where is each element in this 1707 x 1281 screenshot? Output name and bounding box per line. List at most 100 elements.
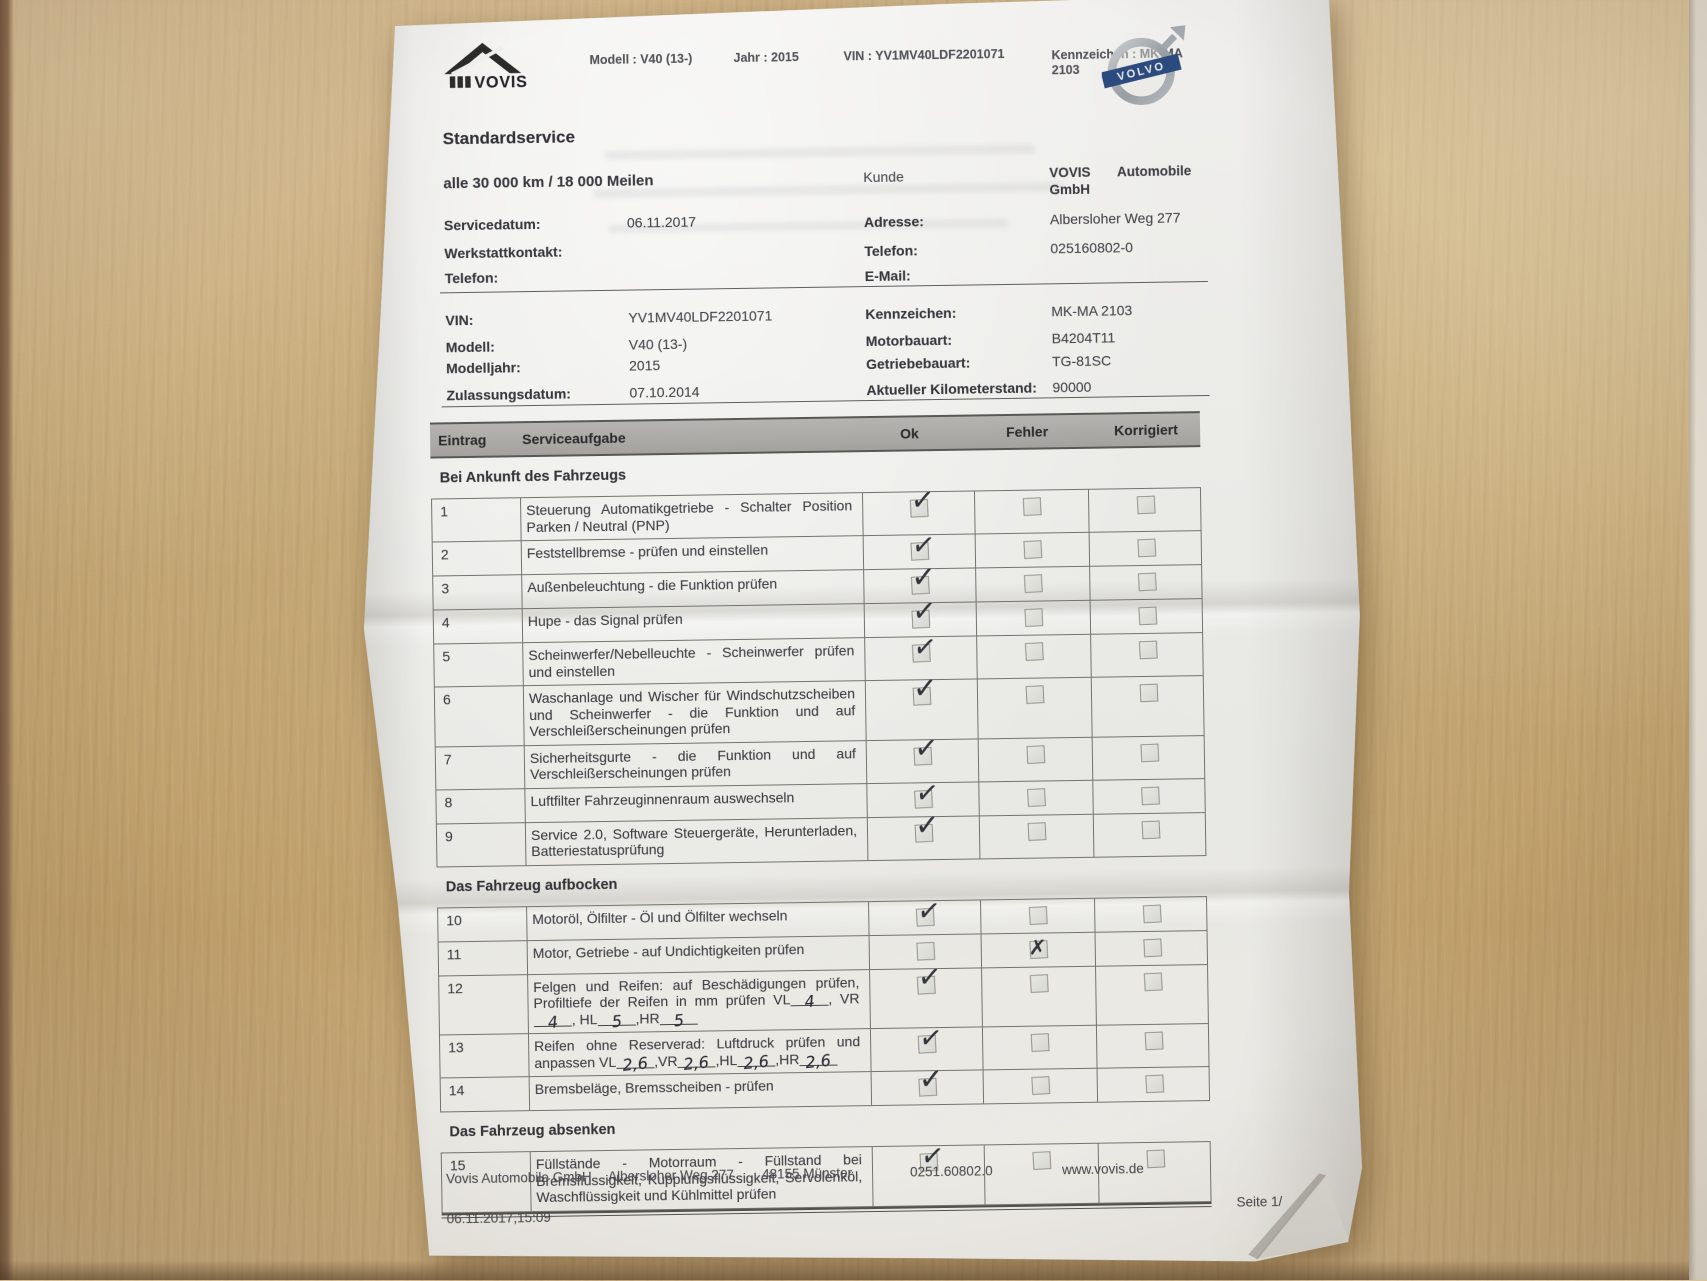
- korrigiert-checkbox: [1138, 640, 1157, 659]
- vovis-logo: VOVIS: [439, 34, 540, 99]
- fehler-cell: [977, 678, 1092, 738]
- customer-name: VOVIS Automobile GmbH: [1049, 162, 1191, 198]
- task-text: Felgen und Reifen: auf Beschädigungen pr…: [527, 970, 870, 1034]
- check-mark: ✓: [909, 485, 935, 517]
- vovis-bar-icon: [465, 76, 471, 88]
- modell-row: Modell:V40 (13-): [446, 336, 688, 356]
- footer-item: www.vovis.de: [1062, 1161, 1144, 1177]
- fehler-checkbox: [1025, 685, 1044, 704]
- korrigiert-checkbox: [1143, 938, 1162, 957]
- field-label: Telefon:: [445, 268, 628, 287]
- check-mark: ✓: [911, 631, 938, 665]
- fehler-cell: [981, 966, 1096, 1026]
- getriebebauart-row: Getriebebauart:TG-81SC: [866, 352, 1111, 372]
- task-text: Reifen ohne Reserverad: Luftdruck prüfen…: [528, 1029, 871, 1076]
- fehler-cell: [976, 601, 1090, 636]
- korrigiert-cell: [1094, 897, 1208, 932]
- meta-value: V40 (13-): [640, 52, 692, 67]
- fehler-checkbox: [1027, 822, 1046, 841]
- background-wall-strip: [1689, 0, 1707, 1280]
- col-header-fehler: Fehler: [972, 423, 1086, 441]
- handwritten-blank: 2,6: [616, 1055, 654, 1069]
- row-number: 6: [435, 686, 524, 746]
- korrigiert-cell: [1093, 813, 1208, 857]
- ok-checkbox: ✓: [912, 687, 931, 706]
- row-number: 13: [440, 1034, 529, 1077]
- footer-item: 0251.60802.0: [910, 1162, 1062, 1179]
- meta-value: 2015: [771, 50, 799, 64]
- motorbauart-row: Motorbauart:B4204T11: [866, 329, 1116, 349]
- fehler-checkbox: [1023, 574, 1042, 593]
- handwritten-blank: 5: [597, 1012, 635, 1026]
- check-mark: ✓: [914, 810, 939, 841]
- handwritten-value: 2,6: [683, 1056, 709, 1070]
- korrigiert-checkbox: [1143, 972, 1162, 991]
- korrigiert-cell: [1096, 1024, 1211, 1068]
- task-text: Motor, Getriebe - auf Undichtigkeiten pr…: [527, 936, 869, 974]
- fehler-cell: [978, 737, 1093, 781]
- meta-vin: VIN : YV1MV40LDF2201071: [843, 46, 1058, 64]
- ok-checkbox: ✓: [913, 746, 932, 765]
- footer-item: Albersloher Weg 277: [608, 1167, 762, 1184]
- row-number: 8: [436, 789, 524, 823]
- kunde-telefon-row: Telefon:025160802-0: [864, 239, 1133, 259]
- field-value: 06.11.2017: [627, 214, 696, 231]
- handwritten-value: 2,6: [743, 1055, 769, 1069]
- col-header-serviceaufgabe: Serviceaufgabe: [518, 426, 860, 447]
- task-text: Waschanlage und Wischer für Windschutzsc…: [523, 681, 866, 745]
- korrigiert-cell: [1090, 633, 1205, 677]
- korrigiert-cell: [1097, 1067, 1211, 1102]
- task-text: Außenbeleuchtung - die Funktion prüfen: [521, 570, 863, 608]
- korrigiert-checkbox: [1140, 743, 1159, 762]
- vovis-bar-icon: [457, 76, 463, 88]
- task-text: Motoröl, Ölfilter - Öl und Ölfilter wech…: [526, 902, 868, 940]
- ok-checkbox: ✓: [914, 789, 933, 808]
- korrigiert-cell: [1088, 488, 1203, 532]
- meta-label: Modell :: [589, 52, 636, 67]
- task-text: Bremsbeläge, Bremsscheiben - prüfen: [529, 1072, 871, 1110]
- section-label: Das Fahrzeug absenken: [449, 1122, 615, 1140]
- field-label: Getriebebauart:: [866, 353, 1052, 372]
- handwritten-value: 5: [611, 1015, 622, 1027]
- meta-modell: Modell : V40 (13-): [589, 51, 739, 68]
- paper-sheet: VOVIS Modell : V40 (13-) Jahr : 2015 VIN…: [351, 0, 1375, 1281]
- check-mark: ✓: [913, 777, 940, 811]
- ok-checkbox: ✓: [915, 907, 934, 926]
- ok-checkbox: ✓: [916, 975, 935, 994]
- task-text: Feststellbremse - prüfen und einstellen: [521, 536, 863, 574]
- field-value: 025160802-0: [1050, 239, 1133, 256]
- handwritten-value: 4: [804, 995, 815, 1007]
- field-value: MK-MA 2103: [1051, 302, 1132, 319]
- row-number: 9: [437, 823, 526, 866]
- check-mark: ✓: [918, 1065, 943, 1096]
- field-label: Modell:: [446, 337, 629, 356]
- korrigiert-checkbox: [1137, 572, 1156, 591]
- field-label: Motorbauart:: [866, 330, 1052, 349]
- task-text: Hupe - das Signal prüfen: [522, 604, 864, 642]
- col-header-ok: Ok: [860, 425, 972, 443]
- korrigiert-checkbox: [1142, 904, 1161, 923]
- korrigiert-checkbox: [1145, 1074, 1164, 1093]
- field-value: 2015: [629, 357, 660, 373]
- korrigiert-checkbox: [1136, 496, 1155, 515]
- tyre-field-label: HL: [579, 1011, 597, 1027]
- vin-row: VIN:YV1MV40LDF2201071: [445, 307, 772, 328]
- kennzeichen-row: Kennzeichen:MK-MA 2103: [865, 302, 1132, 322]
- korrigiert-cell: [1092, 779, 1206, 814]
- table-edge-left: [0, 0, 14, 1280]
- field-value: V40 (13-): [629, 336, 688, 353]
- footer-item: Vovis Automobile GmbH: [446, 1169, 608, 1186]
- zulassungsdatum-row: Zulassungsdatum:07.10.2014: [446, 384, 699, 404]
- x-mark: ✗: [1028, 937, 1046, 958]
- ok-checkbox: ✓: [910, 576, 929, 595]
- check-mark: ✓: [915, 895, 942, 929]
- fehler-checkbox: [1030, 1033, 1049, 1052]
- meta-label: Jahr :: [733, 51, 767, 66]
- field-label: E-Mail:: [865, 265, 1051, 284]
- vovis-bar-icon: [450, 76, 456, 88]
- fehler-cell: [974, 490, 1089, 534]
- handwritten-blank: 5: [659, 1011, 697, 1025]
- check-mark: ✓: [911, 596, 937, 628]
- ok-cell: ✓: [871, 1070, 983, 1105]
